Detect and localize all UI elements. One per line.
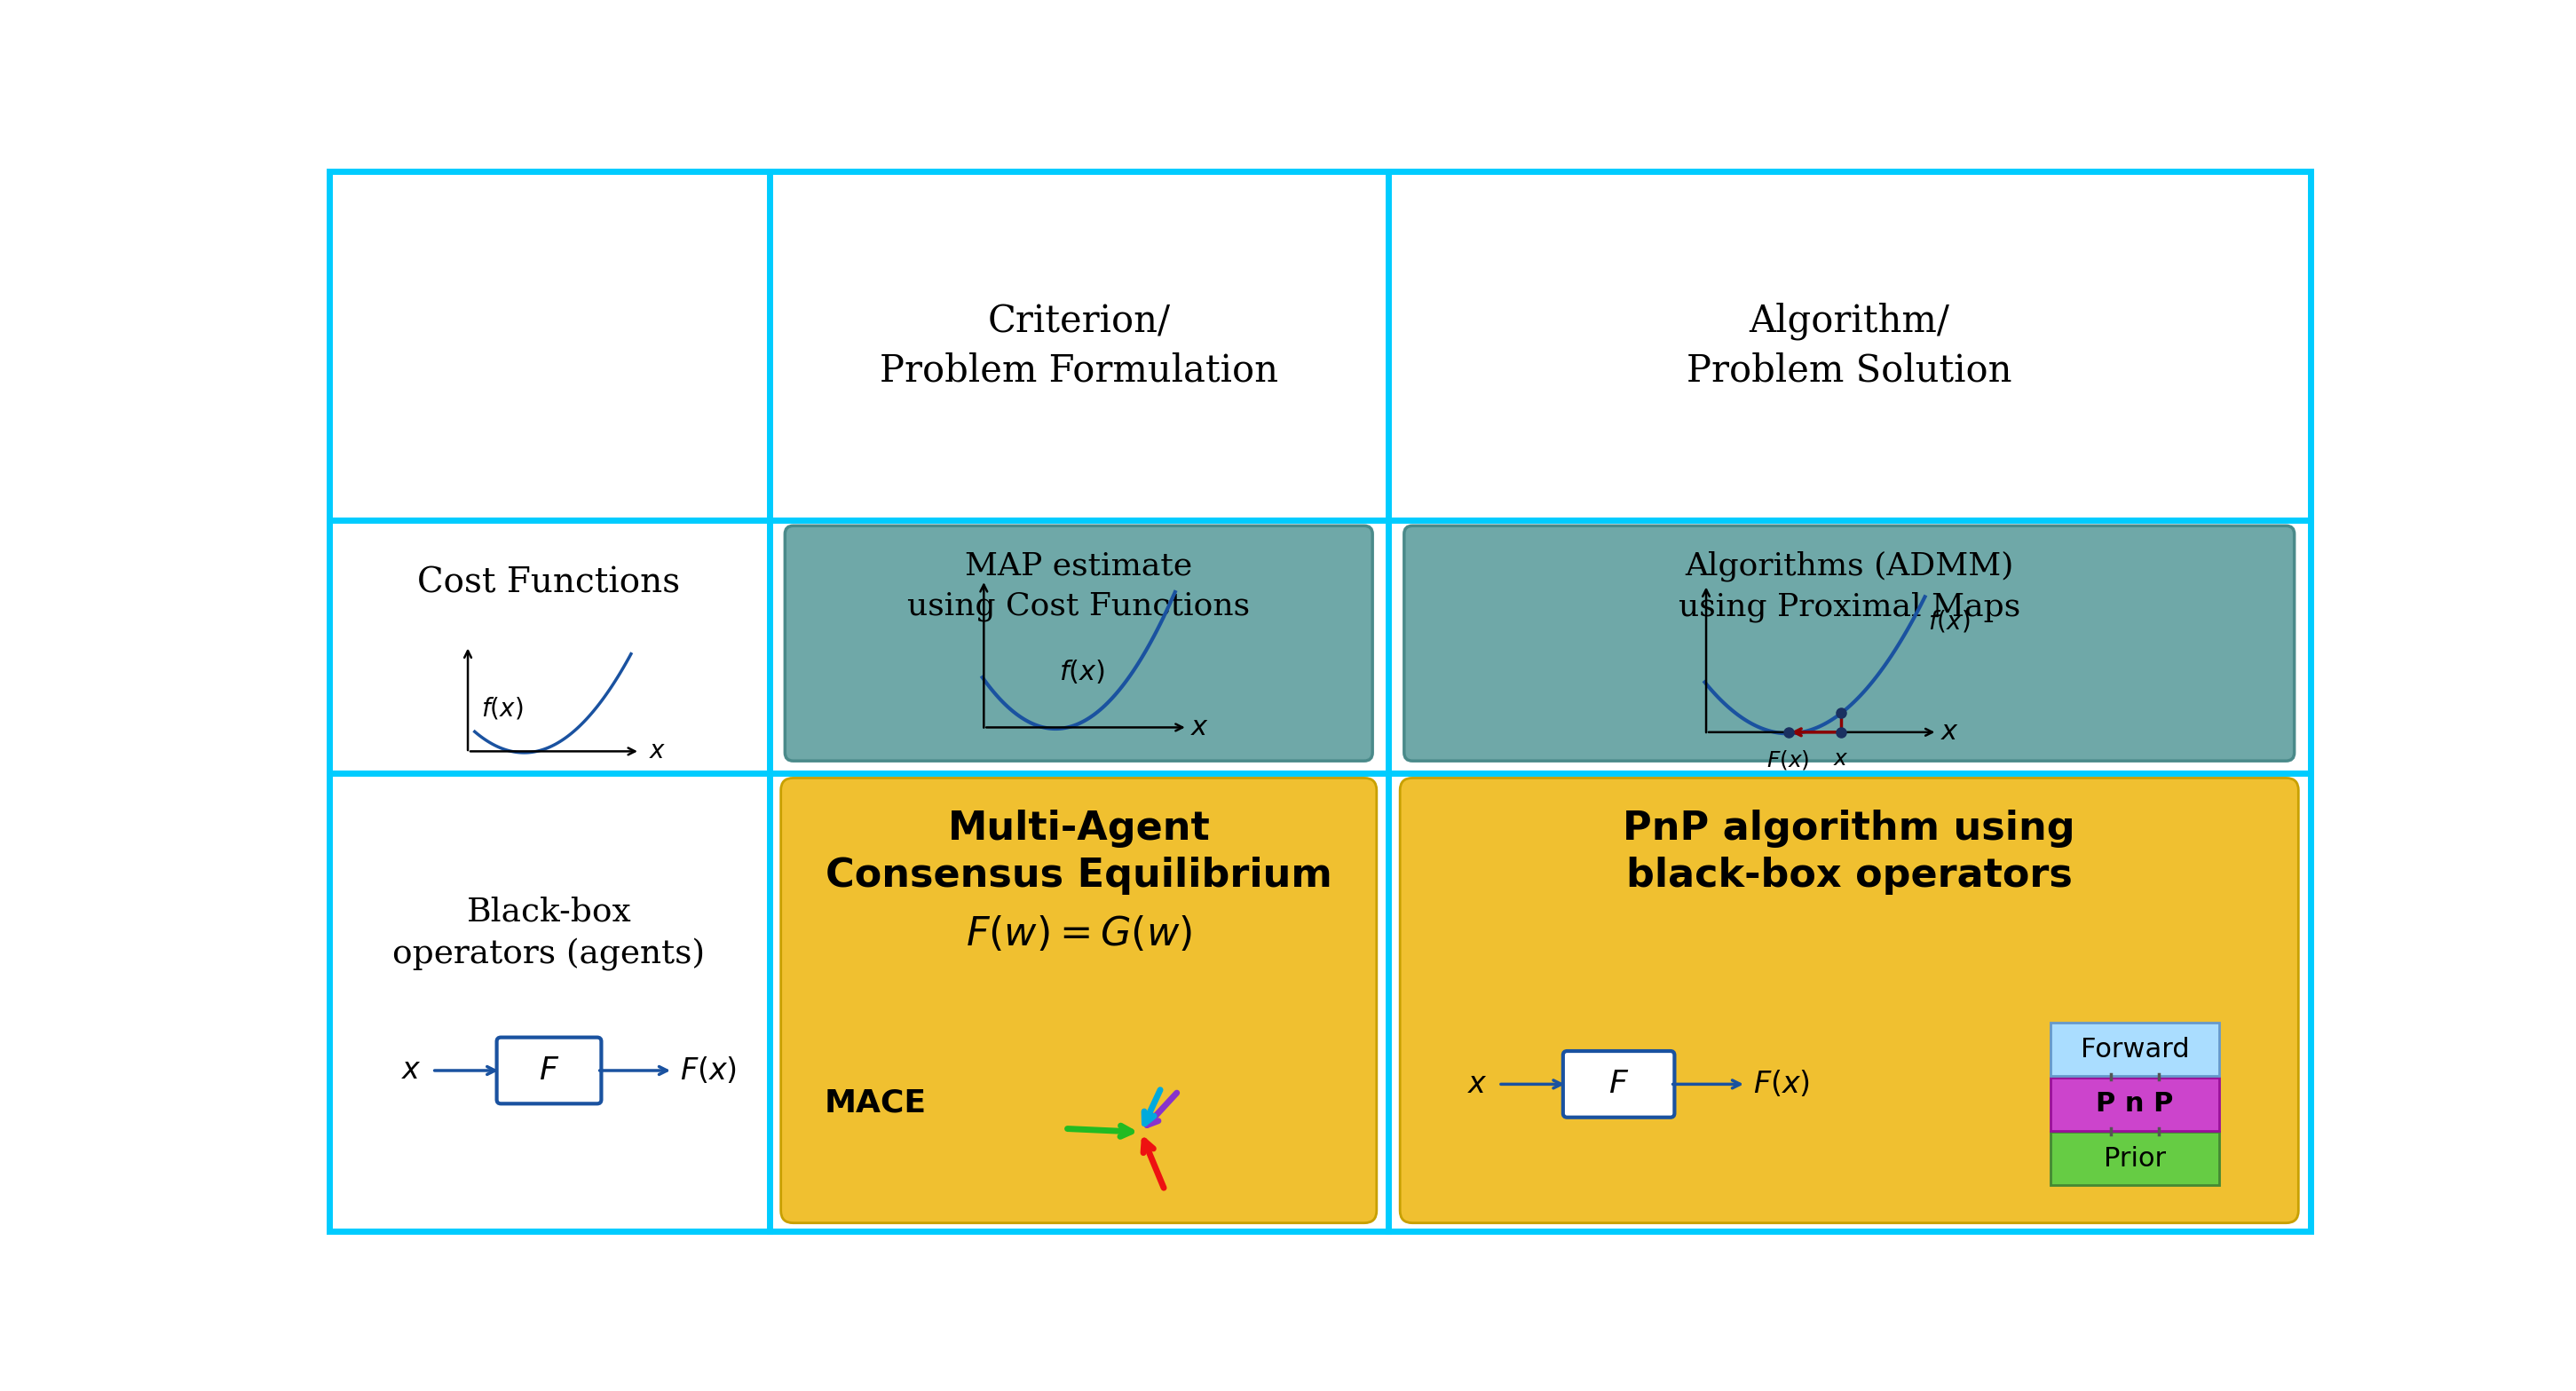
Text: $F(x)$: $F(x)$ [680, 1056, 737, 1085]
FancyBboxPatch shape [2050, 1078, 2221, 1131]
Text: $x$: $x$ [1190, 715, 1208, 740]
Text: $F(x)$: $F(x)$ [1767, 748, 1811, 772]
FancyBboxPatch shape [497, 1038, 600, 1103]
Text: $F$: $F$ [538, 1056, 559, 1085]
Text: $F(x)$: $F(x)$ [1752, 1070, 1811, 1099]
Text: Algorithm/
Problem Solution: Algorithm/ Problem Solution [1687, 303, 2012, 389]
Text: $x$: $x$ [1834, 748, 1850, 769]
Text: Forward: Forward [2081, 1036, 2190, 1063]
Text: $x$: $x$ [1468, 1070, 1489, 1099]
FancyBboxPatch shape [2050, 1132, 2221, 1185]
Text: Cost Functions: Cost Functions [417, 568, 680, 600]
FancyBboxPatch shape [2050, 1022, 2221, 1077]
FancyBboxPatch shape [781, 778, 1376, 1223]
Text: $f(x)$: $f(x)$ [482, 696, 523, 722]
Text: Multi-Agent
Consensus Equilibrium: Multi-Agent Consensus Equilibrium [824, 810, 1332, 894]
FancyBboxPatch shape [1399, 778, 2298, 1223]
Text: $x$: $x$ [1940, 719, 1958, 746]
Text: Algorithms (ADMM)
using Proximal Maps: Algorithms (ADMM) using Proximal Maps [1677, 551, 2020, 622]
Text: $f(x)$: $f(x)$ [1059, 658, 1105, 686]
Text: MACE: MACE [824, 1088, 927, 1118]
Text: $F$: $F$ [1607, 1070, 1628, 1099]
Text: Prior: Prior [2105, 1146, 2166, 1171]
Text: $x$: $x$ [402, 1056, 422, 1085]
FancyBboxPatch shape [786, 526, 1373, 761]
Text: MAP estimate
using Cost Functions: MAP estimate using Cost Functions [907, 551, 1249, 622]
Text: P n P: P n P [2097, 1091, 2174, 1117]
Text: Criterion/
Problem Formulation: Criterion/ Problem Formulation [878, 303, 1278, 389]
FancyBboxPatch shape [1564, 1052, 1674, 1117]
Text: Black-box
operators (agents): Black-box operators (agents) [392, 896, 706, 971]
Text: $f(x)$: $f(x)$ [1929, 609, 1971, 634]
Text: $x$: $x$ [649, 739, 667, 764]
FancyBboxPatch shape [1404, 526, 2295, 761]
Text: $F(w) = G(w)$: $F(w) = G(w)$ [966, 914, 1193, 953]
Text: PnP algorithm using
black-box operators: PnP algorithm using black-box operators [1623, 810, 2076, 894]
